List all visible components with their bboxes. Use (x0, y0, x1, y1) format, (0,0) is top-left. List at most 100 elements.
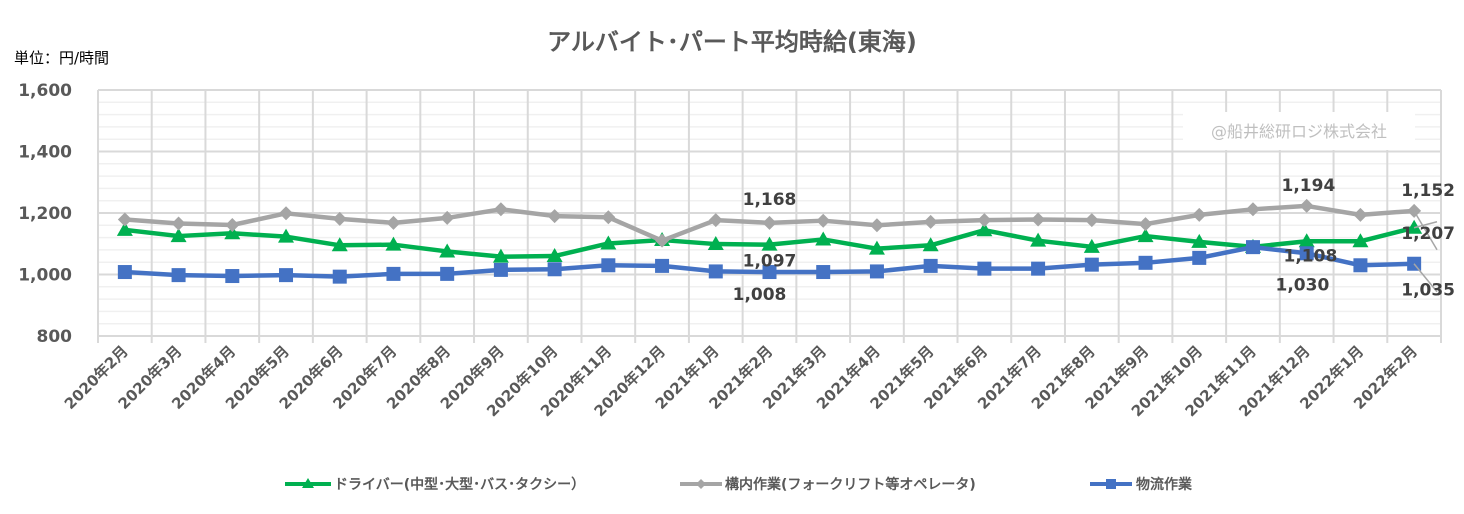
triangle-point (1406, 219, 1423, 234)
diamond-point (708, 213, 723, 228)
diamond-point (869, 218, 884, 233)
square-point (1245, 240, 1260, 255)
triangle-point (922, 237, 939, 252)
legend-item-driver[interactable]: ドライバー(中型･大型･バス･タクシー） (285, 476, 585, 493)
diamond-point (977, 213, 992, 228)
square-point (225, 269, 240, 284)
diamond-point (1299, 198, 1314, 213)
square-point (1084, 257, 1099, 272)
square-point (440, 266, 455, 281)
triangle-point (1137, 228, 1154, 243)
triangle-marker-icon (302, 478, 314, 488)
square-point (869, 264, 884, 279)
diamond-point (279, 206, 294, 221)
watermark: @船井総研ロジ株式会社 (1183, 112, 1415, 150)
triangle-point (439, 243, 456, 258)
data-label: 1,035 (1401, 281, 1455, 301)
diamond-point (493, 202, 508, 217)
legend-label-forklift: 構内作業(フォークリフト等オペレータ) (725, 476, 976, 493)
watermark-box (1183, 112, 1415, 150)
leader-line (1413, 221, 1438, 229)
triangle-point (1030, 232, 1047, 247)
data-label: 1,168 (743, 190, 797, 210)
diamond-point (1245, 202, 1260, 217)
y-tick-label: 1,200 (18, 204, 72, 224)
legend-item-forklift[interactable]: 構内作業(フォークリフト等オペレータ) (680, 476, 976, 493)
square-point (923, 258, 938, 273)
data-label: 1,152 (1401, 181, 1455, 201)
triangle-point (278, 228, 295, 243)
square-point (386, 266, 401, 281)
label-leaders (1413, 210, 1438, 293)
diamond-point (1084, 213, 1099, 228)
diamond-point (547, 209, 562, 224)
data-label: 1,108 (1284, 246, 1338, 266)
data-label: 1,194 (1282, 176, 1336, 196)
triangle-point (492, 248, 509, 263)
square-point (1299, 246, 1314, 261)
legend-item-logistics[interactable]: 物流作業 (1090, 476, 1193, 493)
square-point (601, 258, 616, 273)
square-marker-icon (1106, 479, 1116, 489)
triangle-point (761, 236, 778, 251)
triangle-point (224, 225, 241, 240)
triangle-point (546, 248, 563, 263)
data-labels: 1,168 1,097 1,008 1,194 1,152 1,108 1,207 1,030… (733, 176, 1455, 305)
diamond-point (440, 210, 455, 225)
diamond-marker-icon (696, 479, 706, 489)
triangle-point (707, 236, 724, 251)
leader-line (1413, 210, 1438, 251)
triangle-point (600, 235, 617, 250)
diamond-point (816, 213, 831, 228)
series-group (116, 198, 1423, 284)
triangle-point (1191, 233, 1208, 248)
data-label: 1,207 (1401, 224, 1455, 244)
triangle-point (331, 237, 348, 252)
diamond-point (762, 215, 777, 230)
triangle-point (976, 222, 993, 237)
diamond-point (386, 215, 401, 230)
square-point (1138, 255, 1153, 270)
data-label: 1,097 (743, 252, 797, 272)
triangle-point (868, 240, 885, 255)
x-axis: 2020年2月2020年3月2020年4月2020年5月2020年6月2020年… (61, 342, 1421, 420)
data-label: 1,030 (1276, 275, 1330, 295)
watermark-text: @船井総研ロジ株式会社 (1211, 122, 1387, 141)
square-point (977, 261, 992, 276)
legend-label-driver: ドライバー(中型･大型･バス･タクシー） (334, 476, 585, 493)
diamond-point (117, 212, 132, 227)
triangle-point (1298, 233, 1315, 248)
leader-line (1413, 263, 1438, 293)
square-point (547, 262, 562, 277)
diamond-point (1353, 207, 1368, 222)
square-point (655, 258, 670, 273)
square-point (1353, 258, 1368, 273)
diamond-point (655, 233, 670, 248)
triangle-point (170, 228, 187, 243)
diamond-point (1031, 212, 1046, 227)
data-label: 1,008 (733, 285, 787, 305)
unit-label: 単位：円/時間 (14, 49, 109, 67)
triangle-point (385, 236, 402, 251)
series-1 (117, 198, 1422, 248)
triangle-point (116, 221, 133, 236)
y-tick-label: 1,600 (18, 81, 72, 101)
diamond-point (601, 210, 616, 225)
square-point (493, 262, 508, 277)
series-0 (116, 219, 1423, 263)
series-2 (117, 240, 1422, 284)
diamond-point (171, 216, 186, 231)
triangle-point (1083, 238, 1100, 253)
y-tick-label: 800 (37, 327, 73, 347)
triangle-point (815, 231, 832, 246)
square-point (1031, 261, 1046, 276)
y-tick-label: 1,000 (18, 266, 72, 286)
square-point (279, 268, 294, 283)
square-point (762, 265, 777, 280)
y-tick-label: 1,400 (18, 143, 72, 163)
legend: ドライバー(中型･大型･バス･タクシー） 構内作業(フォークリフト等オペレータ)… (285, 476, 1193, 493)
square-point (816, 265, 831, 280)
square-point (332, 269, 347, 284)
diamond-point (1138, 217, 1153, 232)
